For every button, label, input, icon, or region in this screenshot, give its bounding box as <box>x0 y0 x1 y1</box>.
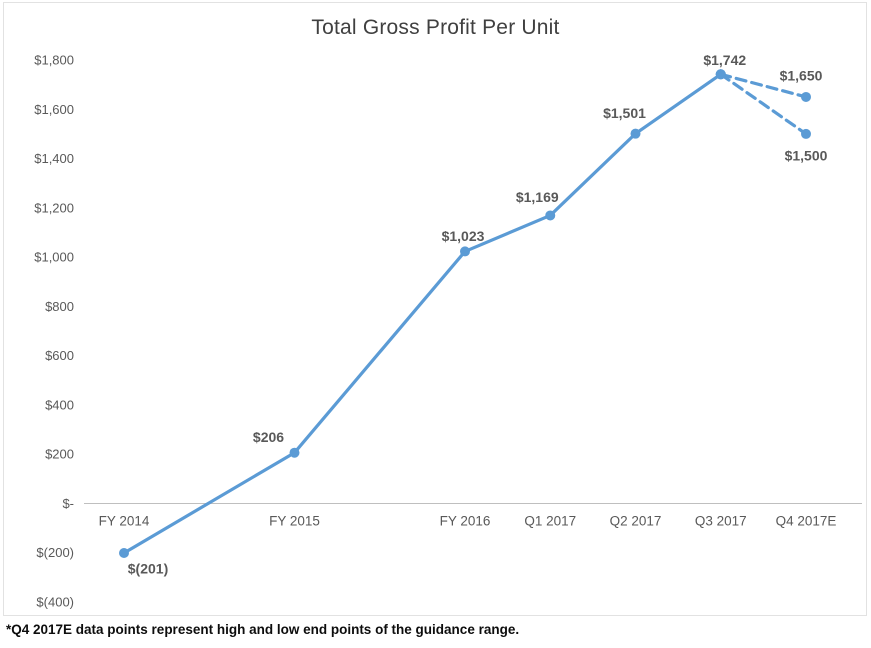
y-axis-tick-label: $1,800 <box>34 53 74 68</box>
y-axis-tick-label: $200 <box>45 447 74 462</box>
data-point-label: $206 <box>253 429 284 445</box>
y-axis-tick-label: $600 <box>45 348 74 363</box>
x-axis-category-label: Q4 2017E <box>776 513 837 528</box>
y-axis-tick-label: $1,400 <box>34 151 74 166</box>
data-point-label: $1,169 <box>516 189 559 205</box>
data-point-marker <box>801 128 811 139</box>
data-point-marker <box>630 128 641 139</box>
y-axis-tick-label: $800 <box>45 299 74 314</box>
x-axis-category-label: Q3 2017 <box>695 513 747 528</box>
data-point-marker <box>119 547 129 558</box>
y-axis-tick-label: $1,200 <box>34 200 74 215</box>
chart-canvas: $1,800 $1,600 $1,400 $1,200 $1,000 $800 $600 $4… <box>34 52 862 610</box>
data-point-label: $1,650 <box>780 67 823 83</box>
y-axis-tick-label: $1,000 <box>34 250 74 265</box>
data-point-marker <box>460 246 470 257</box>
x-axis-category-label: FY 2015 <box>269 513 320 528</box>
chart-title: Total Gross Profit Per Unit <box>311 16 560 39</box>
series-line-guidance-low <box>719 72 808 136</box>
series-line-guidance-high <box>719 72 808 99</box>
data-point-label: $1,023 <box>442 228 485 244</box>
data-point-label: $1,500 <box>785 147 828 163</box>
data-point-label: $1,742 <box>703 52 746 68</box>
y-axis-tick-label: $(400) <box>36 595 74 610</box>
x-axis-category-label: FY 2014 <box>99 513 150 528</box>
series-line-actual <box>122 72 723 555</box>
data-point-label: $1,501 <box>603 105 646 121</box>
data-point-marker <box>715 69 726 80</box>
y-axis-tick-label: $1,600 <box>34 102 74 117</box>
data-point-label: $(201) <box>128 560 168 576</box>
x-axis-category-label: Q1 2017 <box>524 513 576 528</box>
chart-footnote: *Q4 2017E data points represent high and… <box>6 622 520 637</box>
x-axis-category-label: FY 2016 <box>440 513 491 528</box>
x-axis-category-label: Q2 2017 <box>610 513 662 528</box>
y-axis-tick-label: $- <box>62 496 74 511</box>
data-point-marker <box>289 447 300 458</box>
y-axis-tick-label: $400 <box>45 397 74 412</box>
data-point-marker <box>801 91 811 102</box>
y-axis-tick-label: $(200) <box>36 545 74 560</box>
data-point-marker <box>545 210 556 221</box>
